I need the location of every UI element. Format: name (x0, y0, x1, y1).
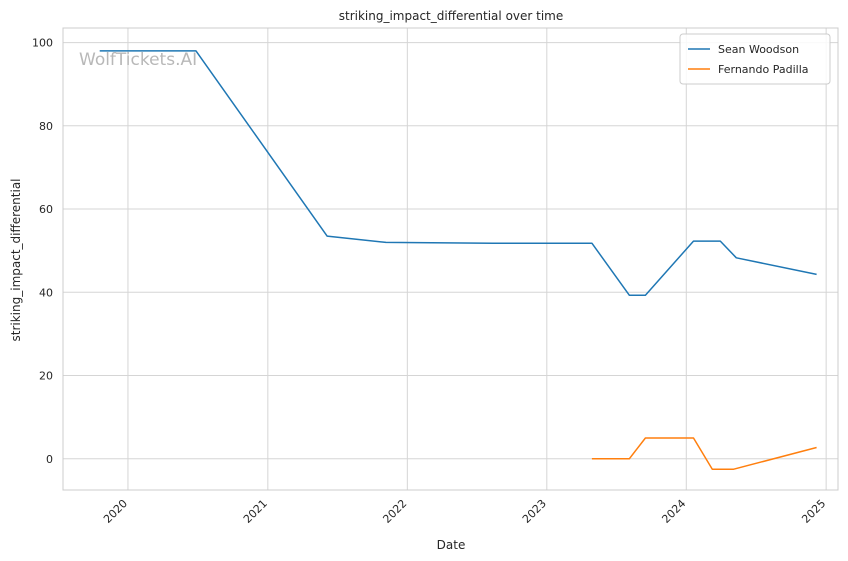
chart-title: striking_impact_differential over time (339, 9, 564, 23)
tick-labels: 0 20 40 60 80 100 2020 2021 2022 2023 2024 2025 (32, 37, 828, 526)
x-tick-label: 2020 (101, 497, 130, 526)
x-tick-label: 2024 (659, 497, 688, 526)
legend: Sean Woodson Fernando Padilla (679, 33, 831, 85)
x-tick-label: 2022 (380, 497, 409, 526)
x-tick-label: 2021 (241, 497, 270, 526)
series-line-1 (99, 50, 817, 296)
plot-frame (62, 27, 839, 491)
grid (63, 28, 838, 490)
legend-box (679, 33, 831, 85)
y-axis-label: striking_impact_differential (9, 178, 23, 341)
y-tick-label: 0 (46, 453, 53, 466)
y-tick-label: 60 (39, 203, 53, 216)
x-tick-label: 2023 (520, 497, 549, 526)
x-axis-label: Date (437, 538, 466, 552)
watermark: WolfTickets.AI (79, 50, 197, 70)
series-lines (99, 50, 817, 470)
y-tick-label: 100 (32, 37, 53, 50)
series-line-2 (591, 437, 817, 470)
legend-label: Fernando Padilla (718, 63, 809, 76)
y-tick-label: 80 (39, 120, 53, 133)
y-tick-label: 40 (39, 286, 53, 299)
legend-label: Sean Woodson (718, 43, 799, 56)
y-tick-label: 20 (39, 370, 53, 383)
x-tick-label: 2025 (799, 497, 828, 526)
